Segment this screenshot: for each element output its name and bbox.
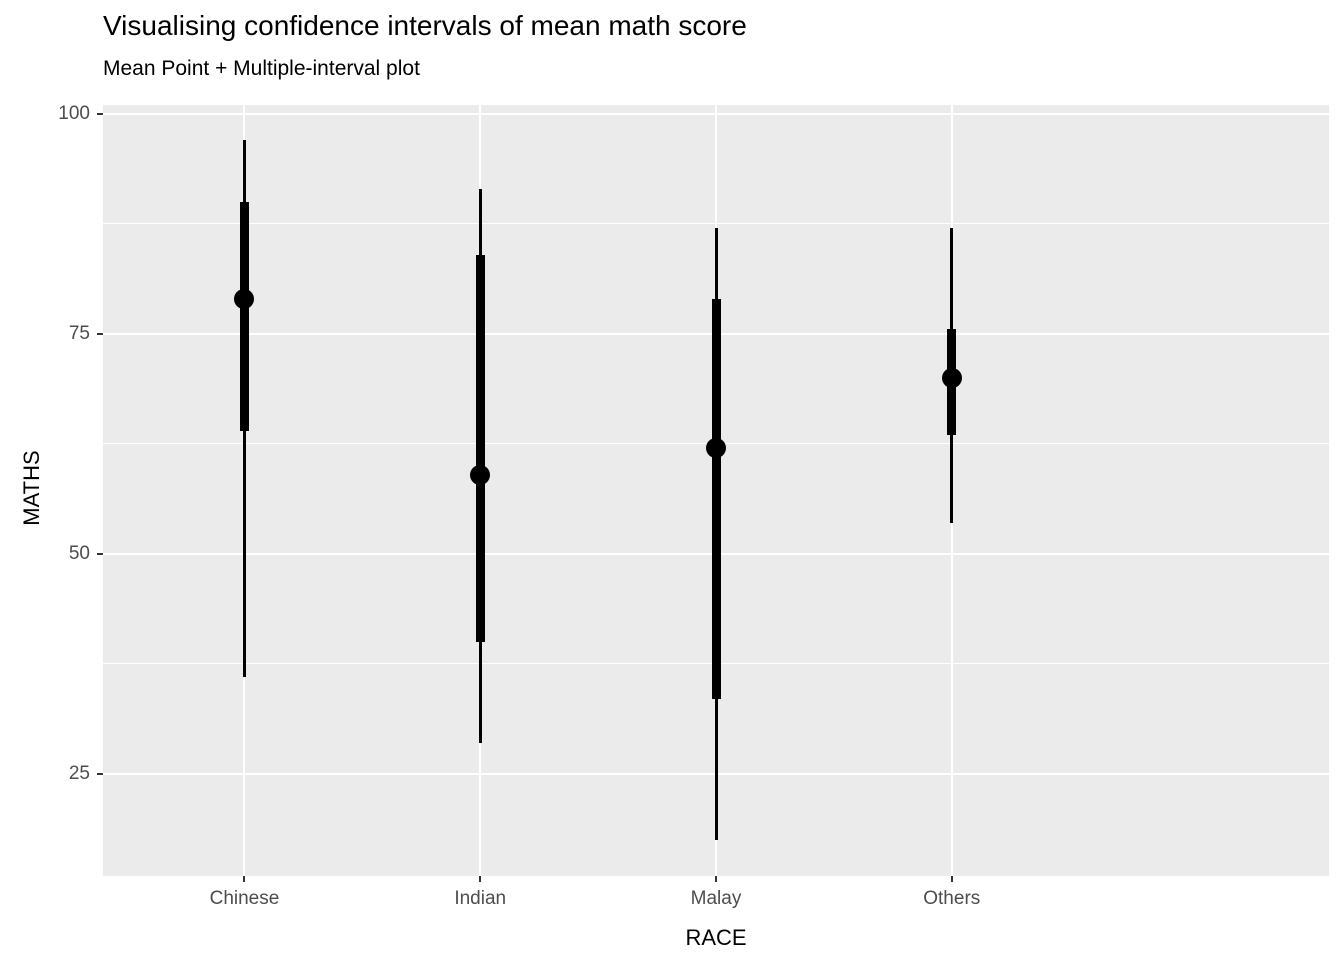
y-tick-mark <box>97 332 103 335</box>
inner-interval-bar <box>475 254 485 642</box>
mean-point <box>706 438 726 459</box>
x-tick-mark <box>243 876 246 882</box>
chart-subtitle: Mean Point + Multiple-interval plot <box>103 57 420 80</box>
inner-interval-bar <box>711 298 721 699</box>
y-tick-label: 25 <box>68 762 90 784</box>
x-axis-title: RACE <box>685 925 747 950</box>
y-tick-label: 100 <box>58 102 90 124</box>
y-axis-title: MATHS <box>19 450 44 526</box>
y-tick-mark <box>97 112 103 115</box>
y-tick-label: 50 <box>68 542 90 564</box>
y-tick-mark <box>97 552 103 555</box>
chart-title: Visualising confidence intervals of mean… <box>103 10 747 41</box>
plot-panel <box>103 105 1329 876</box>
x-tick-mark <box>950 876 953 882</box>
mean-point <box>470 464 491 485</box>
x-tick-label: Chinese <box>209 888 280 909</box>
mean-point <box>234 288 255 309</box>
x-tick-label: Indian <box>454 888 507 909</box>
x-tick-label: Others <box>923 888 981 909</box>
inner-interval-bar <box>239 201 249 431</box>
x-tick-mark <box>715 876 717 882</box>
x-tick-label: Malay <box>690 888 742 909</box>
x-tick-mark <box>479 876 482 882</box>
y-tick-label: 75 <box>68 322 90 344</box>
y-tick-mark <box>97 772 103 775</box>
mean-point <box>941 367 962 388</box>
